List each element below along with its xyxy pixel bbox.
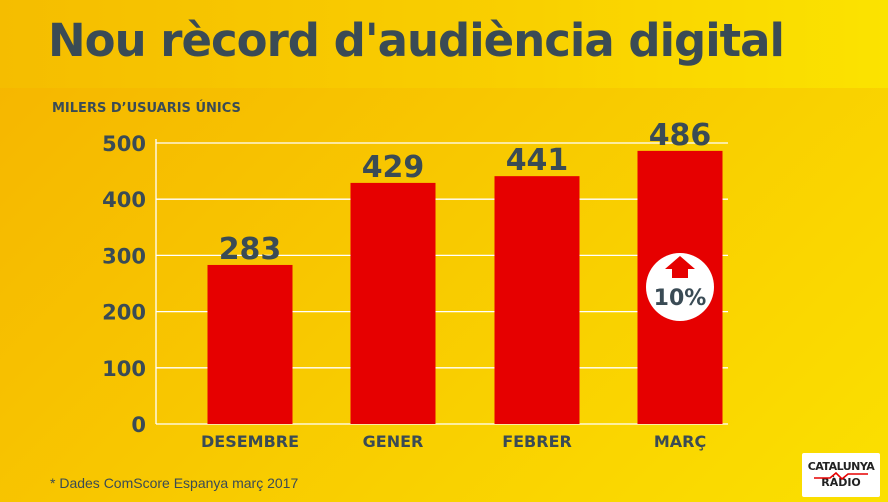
y-tick-label: 100 [102,357,146,381]
catalunya-radio-logo: CATALUNYA RÀDIO [802,453,880,497]
logo-line-2: RÀDIO [821,476,861,489]
data-label: 283 [219,232,282,267]
y-tick-labels: 0 100 200 300 400 500 [102,132,146,437]
bars [207,150,723,425]
chart-title: Nou rècord d'audiència digital [48,14,785,67]
increase-badge: 10% [646,253,714,321]
x-tick-label: DESEMBRE [201,432,299,451]
arrow-up-icon [665,256,695,278]
logo-zigzag-icon [814,472,868,480]
y-tick-label: 200 [102,301,146,325]
y-axis-label: MILERS D’USUARIS ÚNICS [52,101,241,116]
data-label: 486 [649,118,712,153]
y-tick-label: 400 [102,188,146,212]
y-tick-label: 500 [102,132,146,156]
y-tick-label: 300 [102,244,146,268]
x-tick-label: GENER [363,432,424,451]
data-label: 441 [506,143,569,178]
x-tick-labels: DESEMBRE GENER FEBRER MARÇ [201,432,706,451]
logo-line-1: CATALUNYA [807,460,875,473]
badge-label: 10% [654,286,707,311]
x-tick-label: FEBRER [502,432,572,451]
title-band [0,0,888,88]
y-tick-label: 0 [131,413,146,437]
x-tick-label: MARÇ [654,432,706,451]
badge-circle [646,253,714,321]
value-labels: 283 429 441 486 [219,118,712,267]
bar [494,176,580,424]
data-label: 429 [362,150,425,185]
bar [350,182,436,424]
source-footnote: * Dades ComScore Espanya març 2017 [50,475,299,491]
bar [207,264,293,424]
